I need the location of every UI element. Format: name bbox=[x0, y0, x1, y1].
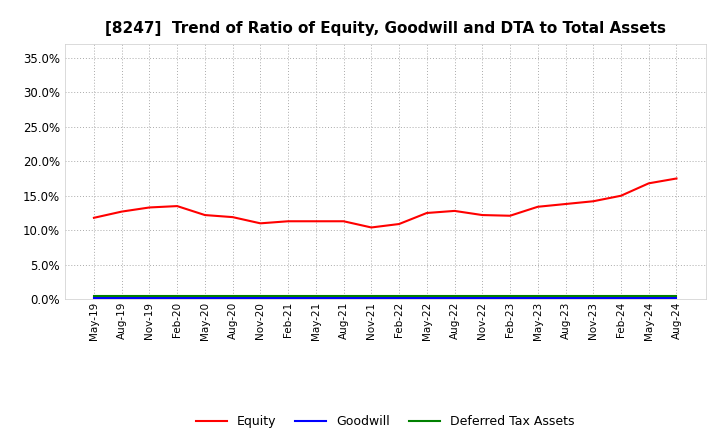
Deferred Tax Assets bbox=[395, 293, 403, 298]
Goodwill bbox=[616, 295, 625, 301]
Deferred Tax Assets bbox=[672, 293, 681, 298]
Goodwill bbox=[644, 295, 653, 301]
Deferred Tax Assets bbox=[339, 293, 348, 298]
Line: Equity: Equity bbox=[94, 179, 677, 227]
Equity bbox=[201, 213, 210, 218]
Equity bbox=[561, 202, 570, 207]
Goodwill bbox=[89, 295, 98, 301]
Goodwill bbox=[423, 295, 431, 301]
Deferred Tax Assets bbox=[201, 293, 210, 298]
Deferred Tax Assets bbox=[367, 293, 376, 298]
Equity bbox=[478, 213, 487, 218]
Equity bbox=[534, 204, 542, 209]
Goodwill bbox=[201, 295, 210, 301]
Equity bbox=[644, 181, 653, 186]
Goodwill bbox=[589, 295, 598, 301]
Equity bbox=[256, 221, 265, 226]
Goodwill bbox=[284, 295, 292, 301]
Goodwill bbox=[367, 295, 376, 301]
Deferred Tax Assets bbox=[589, 293, 598, 298]
Equity bbox=[450, 208, 459, 213]
Goodwill bbox=[117, 295, 126, 301]
Equity bbox=[228, 214, 237, 220]
Title: [8247]  Trend of Ratio of Equity, Goodwill and DTA to Total Assets: [8247] Trend of Ratio of Equity, Goodwil… bbox=[104, 21, 666, 36]
Equity bbox=[145, 205, 154, 210]
Equity bbox=[423, 210, 431, 216]
Goodwill bbox=[505, 295, 514, 301]
Goodwill bbox=[256, 295, 265, 301]
Equity bbox=[284, 219, 292, 224]
Equity bbox=[117, 209, 126, 214]
Goodwill bbox=[312, 295, 320, 301]
Deferred Tax Assets bbox=[644, 293, 653, 298]
Deferred Tax Assets bbox=[450, 293, 459, 298]
Legend: Equity, Goodwill, Deferred Tax Assets: Equity, Goodwill, Deferred Tax Assets bbox=[191, 411, 580, 433]
Equity bbox=[395, 221, 403, 227]
Deferred Tax Assets bbox=[145, 293, 154, 298]
Deferred Tax Assets bbox=[505, 293, 514, 298]
Equity bbox=[505, 213, 514, 218]
Deferred Tax Assets bbox=[228, 293, 237, 298]
Equity bbox=[616, 193, 625, 198]
Equity bbox=[589, 198, 598, 204]
Goodwill bbox=[478, 295, 487, 301]
Deferred Tax Assets bbox=[561, 293, 570, 298]
Equity bbox=[173, 203, 181, 209]
Goodwill bbox=[228, 295, 237, 301]
Equity bbox=[339, 219, 348, 224]
Goodwill bbox=[534, 295, 542, 301]
Goodwill bbox=[145, 295, 154, 301]
Deferred Tax Assets bbox=[173, 293, 181, 298]
Deferred Tax Assets bbox=[117, 293, 126, 298]
Deferred Tax Assets bbox=[256, 293, 265, 298]
Deferred Tax Assets bbox=[89, 293, 98, 298]
Equity bbox=[312, 219, 320, 224]
Goodwill bbox=[450, 295, 459, 301]
Deferred Tax Assets bbox=[478, 293, 487, 298]
Goodwill bbox=[395, 295, 403, 301]
Goodwill bbox=[672, 295, 681, 301]
Equity bbox=[672, 176, 681, 181]
Deferred Tax Assets bbox=[423, 293, 431, 298]
Goodwill bbox=[339, 295, 348, 301]
Goodwill bbox=[173, 295, 181, 301]
Deferred Tax Assets bbox=[616, 293, 625, 298]
Equity bbox=[89, 215, 98, 220]
Equity bbox=[367, 225, 376, 230]
Goodwill bbox=[561, 295, 570, 301]
Deferred Tax Assets bbox=[534, 293, 542, 298]
Deferred Tax Assets bbox=[312, 293, 320, 298]
Deferred Tax Assets bbox=[284, 293, 292, 298]
